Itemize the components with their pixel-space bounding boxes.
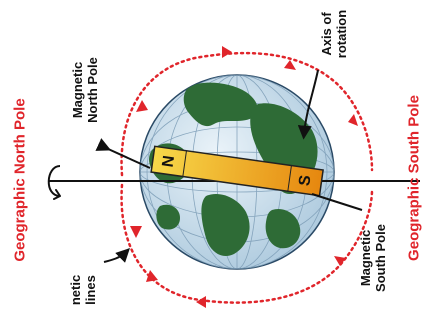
magnet-n-label: N bbox=[160, 154, 178, 168]
field-arrow-5 bbox=[130, 226, 142, 238]
magnet-s-label: S bbox=[296, 174, 314, 187]
field-lines-label-line1: netic bbox=[68, 275, 83, 305]
magnetic-north-label-line1: Magnetic bbox=[70, 62, 85, 118]
field-arrow-4 bbox=[136, 100, 148, 112]
magnetic-south-label-line1: Magnetic bbox=[358, 230, 373, 286]
field-lines-pointer bbox=[103, 248, 130, 263]
magnetic-south-label-line2: South Pole bbox=[373, 224, 388, 292]
bar-magnet: N S bbox=[150, 145, 324, 197]
field-arrow-2 bbox=[284, 60, 296, 70]
magnetic-north-pointer bbox=[95, 138, 151, 169]
field-line-lower bbox=[120, 183, 374, 304]
geographic-north-pole-label: Geographic North Pole bbox=[12, 98, 29, 261]
field-arrow-7 bbox=[334, 256, 346, 266]
field-arrow-6 bbox=[196, 296, 206, 308]
field-line-upper bbox=[120, 51, 374, 177]
field-lines-label-line2: lines bbox=[83, 275, 98, 305]
axis-label-line1: Axis of bbox=[319, 12, 334, 56]
magnetic-north-label-line2: North Pole bbox=[85, 57, 100, 123]
field-line-arrows bbox=[130, 46, 358, 308]
field-arrow-1 bbox=[222, 46, 232, 58]
field-arrow-3 bbox=[348, 114, 358, 126]
rotation-arrow-icon bbox=[47, 165, 61, 200]
field-arrow-8 bbox=[146, 270, 158, 282]
geographic-south-pole-label: Geographic South Pole bbox=[406, 95, 423, 261]
magnetic-south-pointer bbox=[311, 193, 363, 211]
label-pointers bbox=[95, 69, 363, 263]
magnetic-field-lines bbox=[120, 51, 374, 304]
axis-label-line2: rotation bbox=[334, 10, 349, 58]
axis-pointer bbox=[297, 69, 319, 140]
